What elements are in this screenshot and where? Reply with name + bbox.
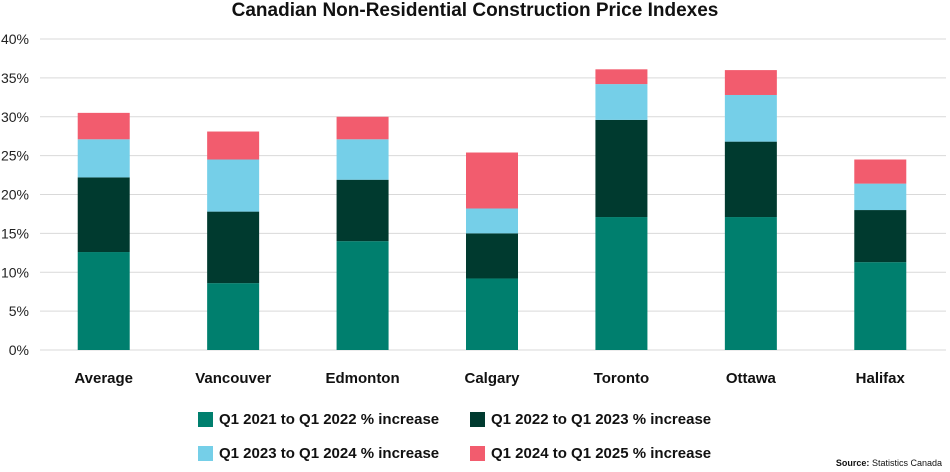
y-tick-label: 25% (1, 148, 29, 164)
bar-segment (854, 159, 907, 184)
bar-segment (466, 208, 518, 234)
y-tick-label: 35% (1, 70, 29, 86)
legend-swatch-series-1 (198, 412, 213, 427)
x-tick-label: Ottawa (726, 370, 777, 387)
y-tick-label: 0% (9, 342, 29, 358)
legend-swatch-series-3 (198, 446, 213, 461)
y-tick-label: 40% (1, 31, 29, 47)
legend-label-series-2: Q1 2022 to Q1 2023 % increase (491, 411, 712, 428)
bar-segment (595, 84, 648, 120)
y-tick-label: 20% (1, 187, 29, 203)
bar-segment (77, 112, 130, 140)
source-note: Source: Statistics Canada (836, 458, 942, 468)
bar-segment (854, 183, 907, 211)
x-tick-label: Edmonton (325, 370, 399, 387)
bar-segment (336, 116, 389, 140)
bar-segment (595, 69, 648, 85)
bar-segment (724, 217, 777, 350)
bar-segment (854, 210, 907, 263)
legend-item-series-4: Q1 2024 to Q1 2025 % increase (470, 445, 711, 462)
y-tick-label: 10% (1, 264, 29, 280)
legend-label-series-4: Q1 2024 to Q1 2025 % increase (491, 445, 712, 462)
bar-segment (336, 241, 389, 350)
bar-segment (724, 70, 777, 95)
bar-segment (595, 217, 648, 350)
legend-item-series-1: Q1 2021 to Q1 2022 % increase (198, 411, 439, 428)
bar-segment (854, 262, 907, 350)
y-tick-label: 30% (1, 109, 29, 125)
x-tick-label: Vancouver (195, 370, 271, 387)
bar-segment (466, 233, 518, 279)
bar-segment (207, 211, 260, 284)
bar-segment (77, 177, 130, 253)
legend-swatch-series-4 (470, 446, 485, 461)
bar-segment (466, 152, 518, 209)
source-label: Source: (835, 458, 870, 468)
legend-item-series-2: Q1 2022 to Q1 2023 % increase (470, 411, 711, 428)
x-tick-label: Average (74, 370, 133, 387)
y-tick-label: 5% (9, 303, 29, 319)
bar-segment (724, 94, 777, 142)
bar-segment (207, 283, 260, 350)
y-tick-label: 15% (1, 225, 29, 241)
bar-segment (77, 252, 130, 350)
chart-title: Canadian Non-Residential Construction Pr… (231, 0, 719, 21)
chart-legend: Q1 2021 to Q1 2022 % increase Q1 2022 to… (0, 405, 950, 465)
bar-segment (336, 179, 389, 242)
bar-segment (466, 278, 518, 350)
source-text: Statistics Canada (871, 458, 942, 468)
bar-segment (724, 141, 777, 218)
bar-segment (595, 119, 648, 218)
x-tick-label: Calgary (464, 370, 520, 387)
x-tick-label: Halifax (856, 370, 906, 387)
bar-segment (207, 131, 260, 160)
chart-plot-area: 0% 5% 10% 15% 20% 25% 30% 35% 40% Average Vancouve… (1, 31, 946, 387)
bar-segment (207, 159, 260, 212)
bar-segment (336, 139, 389, 180)
bar-segment (77, 139, 130, 178)
x-tick-label: Toronto (594, 370, 650, 387)
legend-swatch-series-2 (470, 412, 485, 427)
legend-label-series-1: Q1 2021 to Q1 2022 % increase (219, 411, 440, 428)
legend-label-series-3: Q1 2023 to Q1 2024 % increase (219, 445, 440, 462)
legend-item-series-3: Q1 2023 to Q1 2024 % increase (198, 445, 439, 462)
